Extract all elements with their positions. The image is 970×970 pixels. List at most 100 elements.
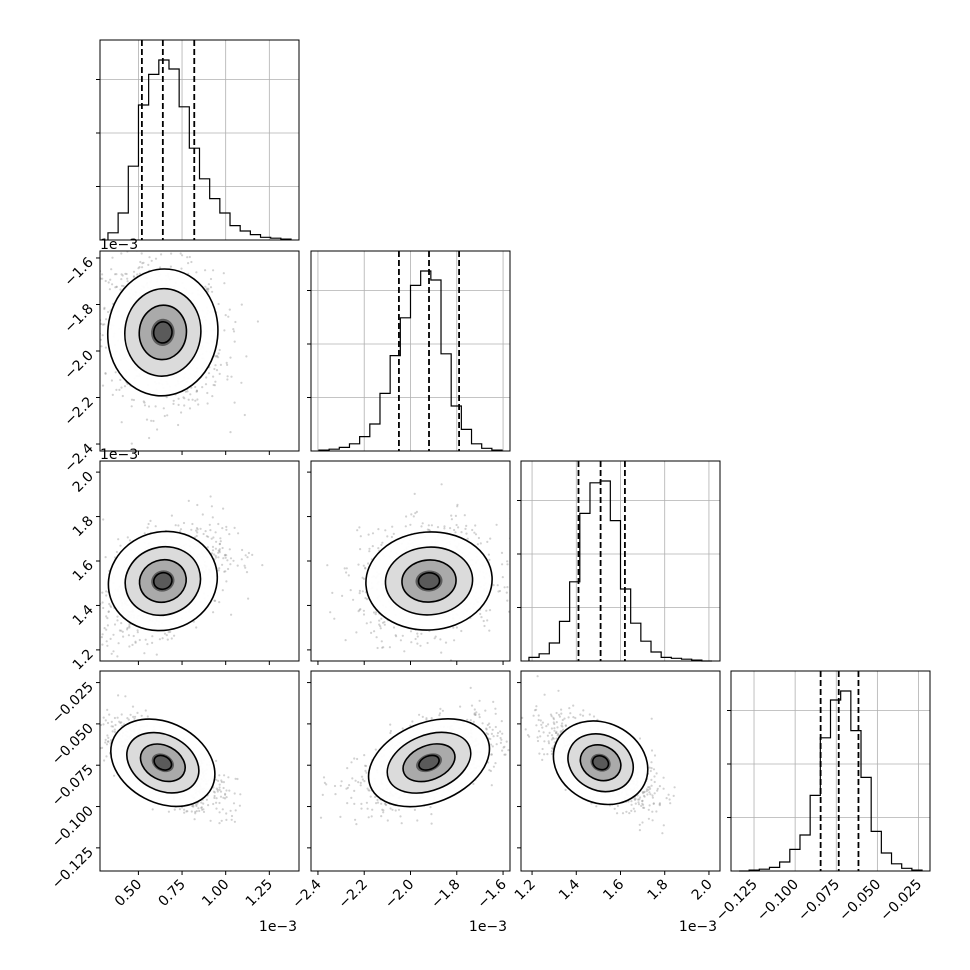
- scatter-point: [381, 541, 384, 544]
- scatter-point: [379, 625, 382, 628]
- scatter-point: [210, 537, 213, 540]
- scatter-point: [160, 253, 163, 256]
- scatter-point: [209, 819, 212, 822]
- scatter-point: [200, 801, 203, 804]
- scatter-point: [103, 307, 106, 311]
- histogram-panel-3: [727, 670, 931, 872]
- scatter-point: [518, 584, 520, 586]
- scatter-point: [420, 632, 423, 635]
- scatter-point: [222, 272, 225, 275]
- scatter-point: [105, 640, 108, 643]
- scatter-point: [202, 532, 205, 536]
- scatter-point: [212, 269, 215, 272]
- scatter-point: [367, 789, 370, 792]
- scatter-point: [104, 372, 107, 375]
- scatter-point: [146, 715, 149, 718]
- scatter-point: [136, 711, 139, 715]
- scatter-point: [89, 720, 91, 722]
- scatter-point: [141, 262, 144, 265]
- scatter-point: [514, 700, 516, 702]
- scatter-point: [218, 822, 221, 825]
- scatter-point: [256, 320, 259, 323]
- scatter-point: [466, 718, 469, 721]
- scatter-point: [505, 591, 508, 594]
- scatter-point: [189, 393, 192, 396]
- scatter-point: [155, 653, 158, 656]
- scatter-point: [121, 630, 124, 633]
- panel-frame: [99, 250, 300, 452]
- scatter-point: [194, 812, 197, 815]
- scatter-point: [128, 626, 131, 629]
- scatter-point: [92, 739, 94, 741]
- scatter-point: [506, 586, 509, 589]
- scatter-point: [227, 315, 230, 318]
- scatter-point: [195, 390, 198, 393]
- histogram-steps: [107, 59, 292, 240]
- scatter-point: [414, 511, 417, 515]
- scatter-point: [147, 263, 150, 266]
- scatter-point: [147, 522, 150, 526]
- scatter-point: [465, 532, 468, 535]
- scatter-point: [183, 808, 186, 811]
- scatter-point: [104, 719, 107, 722]
- scatter-point: [373, 630, 376, 633]
- scatter-point: [186, 390, 189, 393]
- scatter-point: [220, 780, 223, 784]
- scatter-point: [177, 524, 180, 527]
- panel-frame: [99, 39, 300, 241]
- scatter-point: [412, 515, 415, 518]
- scatter-point: [89, 713, 91, 715]
- scatter-point: [110, 720, 113, 724]
- scatter-point: [217, 779, 220, 783]
- scatter-point: [456, 505, 459, 508]
- scatter-point: [380, 543, 383, 547]
- scatter-point: [118, 720, 121, 723]
- scatter-point: [381, 621, 385, 624]
- scatter-point: [108, 602, 111, 606]
- scatter-point: [131, 705, 135, 708]
- scatter-point: [142, 261, 145, 264]
- scatter-point: [384, 529, 387, 532]
- scatter-point: [512, 605, 514, 607]
- scatter-point: [122, 284, 125, 288]
- scatter-point: [109, 739, 113, 742]
- scatter-point: [143, 401, 146, 404]
- scatter-point: [145, 418, 149, 421]
- scatter-point: [225, 528, 228, 531]
- scatter-point: [450, 514, 453, 517]
- scatter-point: [119, 544, 122, 547]
- scatter-point: [438, 712, 442, 715]
- scatter-point: [364, 769, 367, 773]
- scatter-point: [374, 795, 377, 799]
- scatter-point: [430, 822, 433, 825]
- scatter-point: [507, 749, 510, 752]
- scatter-point: [181, 254, 184, 257]
- scatter-point: [118, 629, 121, 632]
- scatter-point: [134, 715, 137, 718]
- scatter-point: [102, 518, 105, 521]
- contour-2: [401, 559, 457, 603]
- scatter-point: [105, 743, 109, 746]
- scatter-point: [117, 694, 120, 697]
- scatter-point: [474, 713, 477, 717]
- scatter-point: [355, 631, 358, 634]
- scatter-point: [245, 355, 248, 358]
- scatter-point: [120, 252, 123, 255]
- scatter-point: [218, 811, 221, 814]
- scatter-point: [355, 823, 358, 826]
- scatter-point: [501, 563, 504, 566]
- scatter-point: [365, 771, 368, 774]
- scatter-point: [371, 532, 375, 535]
- scatter-point: [215, 369, 219, 372]
- scatter-point: [365, 622, 368, 625]
- scatter-point: [333, 617, 336, 620]
- scatter-point: [166, 638, 169, 641]
- scatter-point: [220, 779, 223, 782]
- scatter-point: [223, 797, 227, 800]
- scatter-point: [141, 266, 144, 269]
- scatter-point: [244, 554, 247, 557]
- scatter-point: [134, 641, 137, 644]
- scatter-point: [225, 361, 228, 364]
- scatter-point: [120, 386, 123, 389]
- scatter-point: [193, 818, 196, 821]
